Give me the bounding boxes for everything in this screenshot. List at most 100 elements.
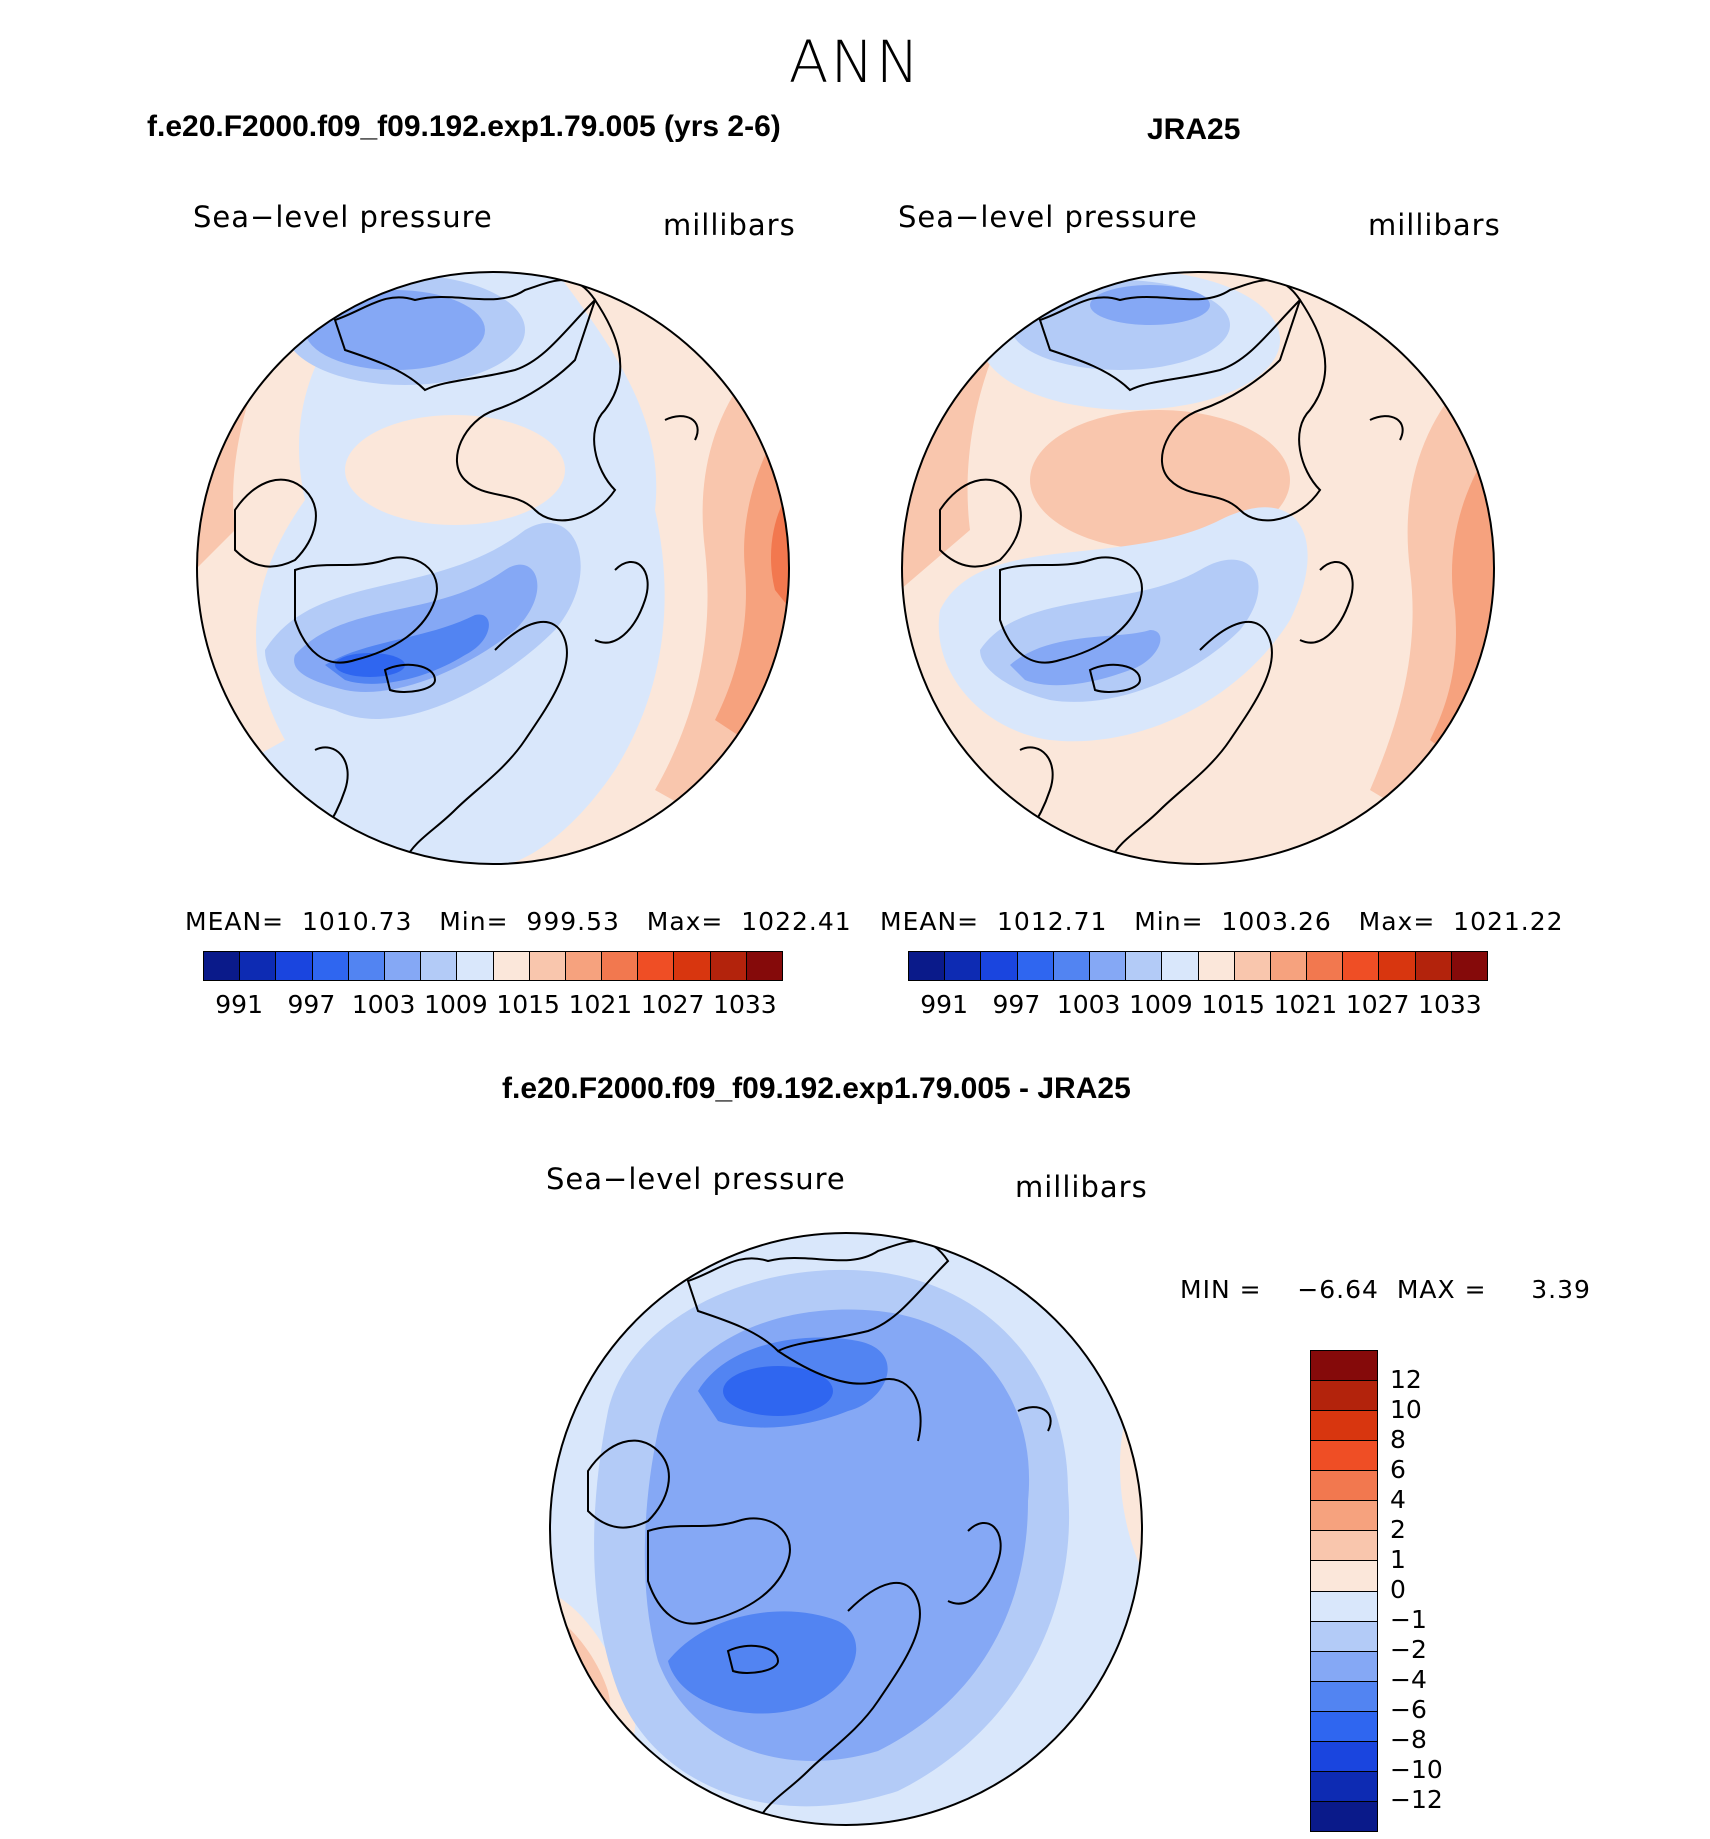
- colorbar-swatch: [1311, 1561, 1377, 1592]
- panel2-stats: MEAN= 1012.71 Min= 1003.26 Max= 1021.22: [880, 907, 1564, 936]
- colorbar-tick-label: 12: [1390, 1365, 1422, 1394]
- colorbar-tick-label: 4: [1390, 1485, 1406, 1514]
- colorbar-swatch: [1234, 952, 1271, 980]
- colorbar-tick-label: −6: [1390, 1695, 1427, 1724]
- colorbar-tick-label: −2: [1390, 1635, 1427, 1664]
- panel2-pacific-low-3: [1090, 285, 1210, 325]
- panel1-title: f.e20.F2000.f09_f09.192.exp1.79.005 (yrs…: [147, 110, 781, 143]
- panel3-map-border: [549, 1232, 1143, 1826]
- panel2-colorbar: [908, 951, 1488, 981]
- colorbar-swatch: [565, 952, 603, 980]
- colorbar-swatch: [384, 952, 422, 980]
- colorbar-swatch: [1311, 1741, 1377, 1772]
- panel2-atlantic-low-3: [1010, 630, 1161, 686]
- figure-title: ANN: [788, 28, 922, 96]
- colorbar-swatch: [348, 952, 385, 980]
- colorbar-swatch: [457, 952, 494, 980]
- colorbar-swatch: [1311, 1501, 1377, 1532]
- colorbar-swatch: [1198, 952, 1235, 980]
- colorbar-swatch: [276, 952, 313, 980]
- panel1-pacific-low-2: [305, 290, 485, 370]
- colorbar-swatch: [981, 952, 1018, 980]
- colorbar-swatch: [1017, 952, 1054, 980]
- panel3-units-label: millibars: [1015, 1170, 1148, 1204]
- panel1-stats: MEAN= 1010.73 Min= 999.53 Max= 1022.41: [185, 907, 852, 936]
- colorbar-swatch: [1311, 1471, 1377, 1502]
- panel3-variable-label: Sea−level pressure: [546, 1162, 846, 1196]
- panel1-map: [196, 271, 790, 865]
- colorbar-tick-label: 991: [920, 990, 968, 1019]
- colorbar-tick-label: 1027: [640, 990, 705, 1019]
- colorbar-tick-label: 10: [1390, 1395, 1422, 1424]
- colorbar-swatch: [204, 952, 241, 980]
- colorbar-tick-label: −10: [1390, 1755, 1443, 1784]
- colorbar-swatch: [1451, 952, 1487, 980]
- colorbar-swatch: [1311, 1801, 1377, 1831]
- colorbar-tick-label: −1: [1390, 1605, 1427, 1634]
- colorbar-swatch: [1311, 1441, 1377, 1472]
- panel1-atlantic-low-core: [335, 653, 405, 677]
- colorbar-swatch: [1311, 1621, 1377, 1652]
- colorbar-swatch: [1311, 1381, 1377, 1412]
- colorbar-tick-label: 1009: [424, 990, 488, 1019]
- panel3-colorbar-ticks: 12 10 8 6 4 2 1 0 −1 −2 −4 −6 −8 −10 −12: [1390, 1350, 1470, 1830]
- panel2-arctic-high: [1030, 410, 1290, 550]
- panel1-coastlines: [234, 279, 699, 861]
- colorbar-swatch: [421, 952, 458, 980]
- panel3-colorbar: [1310, 1350, 1378, 1832]
- colorbar-tick-label: 1009: [1129, 990, 1193, 1019]
- panel2-variable-label: Sea−level pressure: [898, 200, 1198, 234]
- panel3-map: [549, 1232, 1143, 1826]
- colorbar-tick-label: 1015: [1201, 990, 1265, 1019]
- colorbar-swatch: [1311, 1591, 1377, 1622]
- colorbar-tick-label: −4: [1390, 1665, 1427, 1694]
- colorbar-swatch: [1311, 1531, 1377, 1562]
- colorbar-tick-label: 997: [287, 990, 336, 1019]
- colorbar-swatch: [312, 952, 349, 980]
- colorbar-swatch: [1270, 952, 1308, 980]
- colorbar-tick-label: 1003: [351, 990, 416, 1019]
- panel1-colorbar: [203, 951, 783, 981]
- colorbar-tick-label: 8: [1390, 1425, 1406, 1454]
- panel1-variable-label: Sea−level pressure: [193, 200, 493, 234]
- colorbar-tick-label: 0: [1390, 1575, 1406, 1604]
- colorbar-swatch: [710, 952, 747, 980]
- colorbar-tick-label: 1027: [1345, 990, 1410, 1019]
- colorbar-tick-label: −12: [1390, 1785, 1443, 1814]
- colorbar-tick-label: 1: [1390, 1545, 1406, 1574]
- panel2-units-label: millibars: [1368, 208, 1501, 242]
- panel2-map: [901, 271, 1495, 865]
- colorbar-swatch: [1307, 952, 1344, 980]
- colorbar-tick-label: 1033: [1418, 990, 1482, 1019]
- panel3-coastlines: [587, 1240, 1052, 1822]
- colorbar-swatch: [1311, 1651, 1377, 1682]
- colorbar-swatch: [746, 952, 782, 980]
- panel1-units-label: millibars: [663, 208, 796, 242]
- colorbar-tick-label: 1021: [568, 990, 633, 1019]
- colorbar-tick-label: −8: [1390, 1725, 1427, 1754]
- colorbar-tick-label: 1021: [1273, 990, 1338, 1019]
- colorbar-swatch: [1415, 952, 1452, 980]
- panel2-map-border: [901, 271, 1495, 865]
- colorbar-swatch: [1379, 952, 1416, 980]
- colorbar-swatch: [1311, 1351, 1377, 1382]
- panel3-neg-3a-core: [723, 1366, 833, 1416]
- colorbar-tick-label: 2: [1390, 1515, 1406, 1544]
- colorbar-swatch: [909, 952, 946, 980]
- colorbar-swatch: [1162, 952, 1199, 980]
- colorbar-swatch: [1089, 952, 1127, 980]
- panel3-stats: MIN = −6.64 MAX = 3.39: [1180, 1275, 1591, 1304]
- colorbar-swatch: [493, 952, 530, 980]
- colorbar-swatch: [1311, 1711, 1377, 1742]
- colorbar-tick-label: 1033: [713, 990, 777, 1019]
- colorbar-swatch: [674, 952, 711, 980]
- panel2-title: JRA25: [1147, 113, 1241, 146]
- colorbar-tick-label: 991: [215, 990, 263, 1019]
- panel1-map-border: [196, 271, 790, 865]
- colorbar-swatch: [602, 952, 639, 980]
- colorbar-swatch: [1311, 1681, 1377, 1712]
- colorbar-swatch: [638, 952, 675, 980]
- colorbar-tick-label: 6: [1390, 1455, 1406, 1484]
- colorbar-swatch: [1311, 1411, 1377, 1442]
- colorbar-swatch: [240, 952, 277, 980]
